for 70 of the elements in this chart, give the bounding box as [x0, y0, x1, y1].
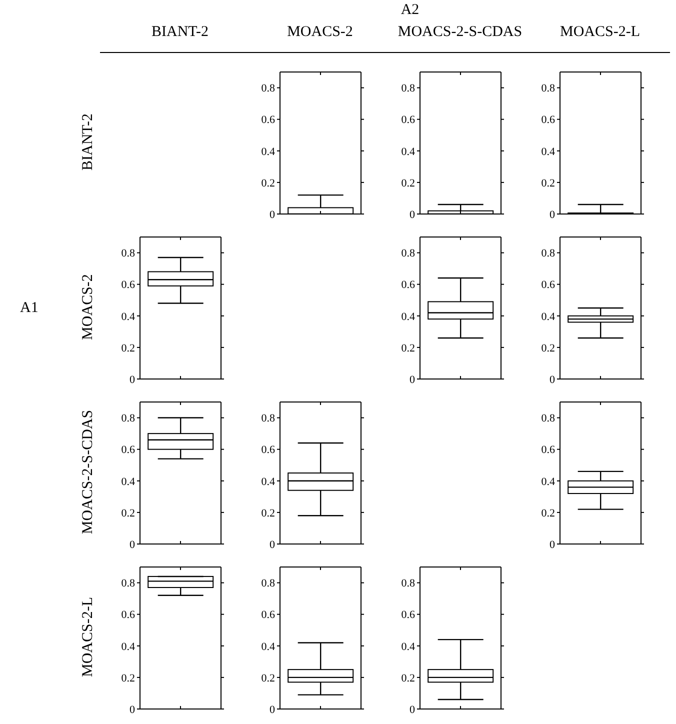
y-tick-label: 0.8: [541, 82, 556, 95]
y-tick-label: 0.2: [401, 342, 415, 354]
y-tick-label: 0: [130, 374, 136, 386]
chart-title: BIANT-2: [150, 24, 210, 41]
y-tick-label: 0: [130, 538, 136, 551]
y-tick-label: 0.8: [121, 248, 136, 260]
y-tick-label: 0.2: [261, 672, 275, 684]
y-tick-label: 0.8: [541, 248, 556, 260]
chart-title: MOACS-2-L: [560, 24, 640, 40]
y-tick-label: 0.4: [541, 146, 556, 158]
y-tick-label: 0.8: [261, 412, 276, 425]
y-tick-label: 0.8: [541, 412, 556, 425]
y-tick-label: 0.2: [261, 177, 275, 190]
y-tick-label: 0.6: [121, 609, 136, 622]
y-tick-label: 0.6: [261, 444, 276, 456]
y-tick-label: 0: [270, 538, 276, 551]
y-tick-label: 0: [270, 208, 276, 221]
y-tick-label: 0.8: [121, 412, 136, 425]
y-tick-label: 0.4: [261, 146, 276, 158]
y-tick-label: 0: [130, 704, 136, 716]
y-axis-title: BIANT-2: [79, 112, 97, 172]
y-tick-label: 0.2: [541, 177, 555, 190]
y-tick-label: 0.2: [541, 507, 555, 520]
y-tick-label: 0.8: [401, 248, 416, 260]
y-tick-label: 0.4: [261, 476, 276, 488]
y-tick-label: 0.4: [541, 310, 556, 323]
y-tick-label: 0.4: [121, 310, 136, 323]
y-tick-label: 0.6: [401, 609, 416, 622]
y-tick-label: 0.8: [401, 578, 416, 590]
y-tick-label: 0.4: [541, 476, 556, 488]
y-tick-label: 0: [410, 374, 416, 386]
y-tick-label: 0.6: [261, 114, 276, 126]
y-tick-label: 0.6: [401, 114, 416, 126]
y-tick-label: 0.4: [401, 310, 416, 323]
y-tick-label: 0.2: [121, 507, 135, 520]
y-tick-label: 0: [550, 538, 556, 551]
y-tick-label: 0.6: [541, 279, 556, 292]
y-tick-label: 0.6: [261, 609, 276, 622]
y-axis-title: MOACS-2: [79, 273, 97, 342]
y-tick-label: 0.6: [121, 279, 136, 292]
y-tick-label: 0.4: [121, 476, 136, 488]
y-axis-title: MOACS-2-L: [79, 596, 97, 680]
y-tick-label: 0.2: [121, 672, 135, 684]
y-tick-label: 0: [550, 374, 556, 386]
text: A2: [400, 2, 420, 19]
y-tick-label: 0.4: [401, 640, 416, 653]
y-tick-label: 0.8: [121, 578, 136, 590]
y-tick-label: 0.6: [121, 444, 136, 456]
y-tick-label: 0.2: [401, 177, 415, 190]
y-tick-label: 0.2: [541, 342, 555, 354]
y-tick-label: 0: [410, 704, 416, 716]
chart-title: MOACS-2-S-CDAS: [396, 24, 524, 41]
y-tick-label: 0.6: [541, 114, 556, 126]
y-tick-label: 0: [270, 704, 276, 716]
y-tick-label: 0.2: [261, 507, 275, 520]
y-tick-label: 0.4: [121, 640, 136, 653]
y-tick-label: 0.2: [121, 342, 135, 354]
text: A1: [20, 300, 38, 317]
y-tick-label: 0.8: [261, 578, 276, 590]
chart-title: MOACS-2: [287, 24, 353, 40]
y-axis-title: MOACS-2-S-CDAS: [79, 408, 97, 536]
y-tick-label: 0.8: [401, 82, 416, 95]
y-tick-label: 0.8: [261, 82, 276, 95]
y-tick-label: 0.4: [401, 146, 416, 158]
y-tick-label: 0.4: [261, 640, 276, 653]
y-tick-label: 0: [410, 208, 416, 221]
y-tick-label: 0.6: [541, 444, 556, 456]
y-tick-label: 0.6: [401, 279, 416, 292]
y-tick-label: 0: [550, 208, 556, 221]
y-tick-label: 0.2: [401, 672, 415, 684]
